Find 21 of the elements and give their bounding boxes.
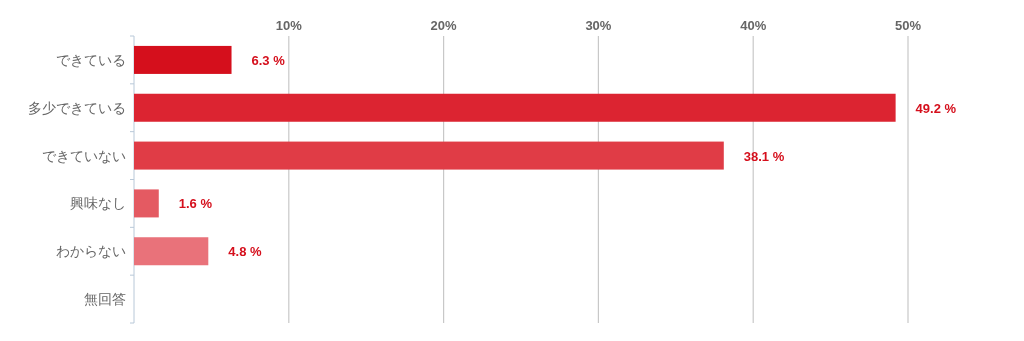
x-tick-label: 20% <box>430 18 458 33</box>
bar <box>134 93 896 122</box>
y-tick-label: できていない <box>42 147 126 164</box>
y-tick-label: 多少できている <box>28 99 126 116</box>
bar <box>134 141 724 170</box>
y-tick-label: 無回答 <box>84 291 126 308</box>
data-label: 1.6 % <box>178 196 213 212</box>
x-tick-label: 10% <box>275 18 303 33</box>
x-tick-label: 50% <box>894 18 922 33</box>
x-tick-label: 40% <box>740 18 767 33</box>
data-label: 38.1 % <box>743 148 785 164</box>
bar <box>134 189 159 218</box>
data-label: 4.8 % <box>228 244 262 260</box>
y-tick-label: できている <box>56 51 126 68</box>
bar <box>134 237 209 266</box>
data-label: 6.3 % <box>251 52 286 68</box>
bar <box>134 45 232 74</box>
y-tick-label: わからない <box>56 243 126 260</box>
data-label: 49.2 % <box>915 100 957 116</box>
x-tick-label: 30% <box>585 18 612 33</box>
y-tick-label: 興味なし <box>70 195 126 212</box>
